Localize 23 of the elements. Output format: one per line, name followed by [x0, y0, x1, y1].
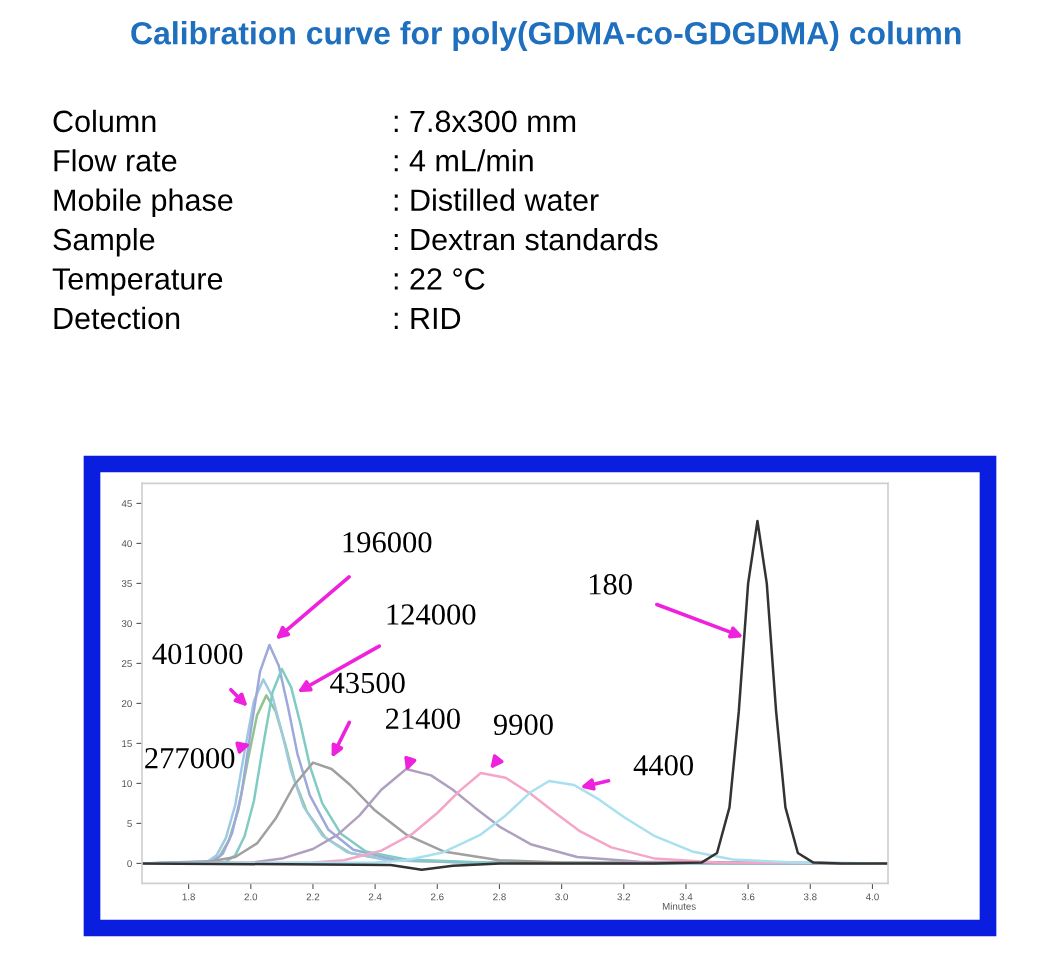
line-series [142, 519, 888, 872]
annotation: 124000 [387, 604, 476, 625]
text: : Distilled water [394, 188, 599, 211]
text: : 7.8x300 mm [394, 110, 576, 133]
text: : 4 mL/min [394, 149, 533, 172]
annotation: 43500 [330, 672, 405, 694]
annotation: 21400 [386, 708, 460, 730]
annotation: 9900 [493, 714, 553, 735]
text: : RID [394, 307, 461, 329]
text: Column [53, 109, 156, 133]
text: Temperature [52, 268, 223, 296]
annotation: 180 [589, 574, 632, 595]
annotation: 401000 [152, 643, 243, 665]
text: : Dextran standards [394, 227, 658, 251]
text: Flow rate [54, 149, 177, 172]
annotation: 277000 [145, 747, 235, 769]
text: Detection [54, 306, 180, 330]
text: Sample [53, 227, 155, 257]
text: : 22 °C [394, 268, 485, 290]
annotation: 196000 [343, 531, 432, 553]
chart-title: Calibration curve for poly(GDMA-co-GDGDMA) column [131, 21, 961, 51]
text: Mobile phase [54, 188, 233, 218]
annotation: 4400 [633, 754, 693, 776]
